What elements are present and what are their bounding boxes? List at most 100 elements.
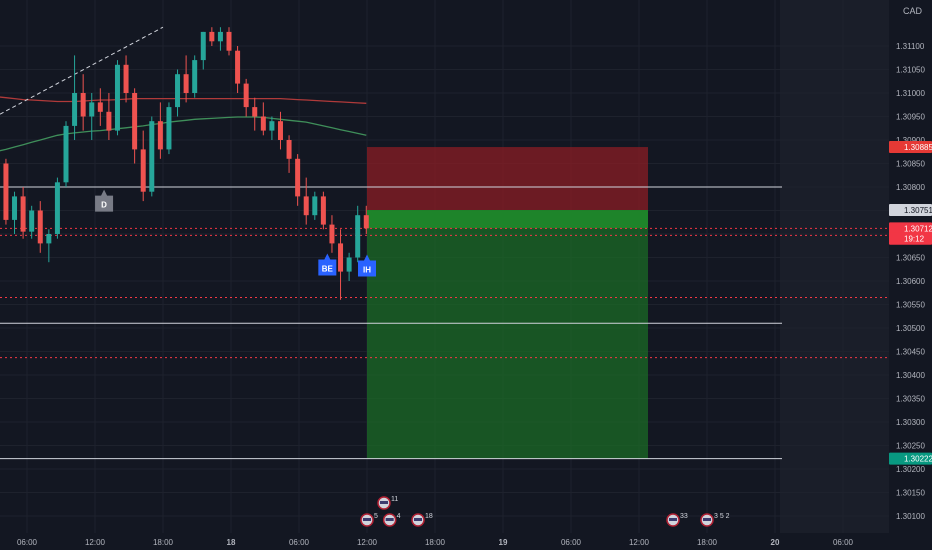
candle-up bbox=[72, 93, 78, 126]
price-label-text: 1.30885 bbox=[904, 143, 932, 152]
candle-down bbox=[295, 158, 301, 197]
flag-stripe-icon bbox=[703, 518, 711, 521]
price-label-badge bbox=[889, 452, 932, 465]
signal-markers[interactable]: BEBEDBEIH bbox=[0, 189, 376, 283]
candle-up bbox=[12, 196, 18, 220]
candle-up bbox=[54, 182, 60, 234]
candle-up bbox=[114, 64, 120, 131]
flag-stripe-icon bbox=[669, 518, 677, 521]
price-tick-label: 1.30900 bbox=[896, 136, 925, 145]
price-label-text: 1.30712 bbox=[904, 224, 932, 233]
price-tick-label: 1.31100 bbox=[896, 42, 925, 51]
candle-down bbox=[320, 196, 326, 225]
flag-stripe-icon bbox=[385, 518, 394, 521]
signal-marker[interactable]: BE bbox=[318, 253, 337, 276]
candle-down bbox=[363, 215, 369, 229]
candle-down bbox=[226, 31, 232, 51]
candle-up bbox=[46, 234, 52, 244]
signal-marker[interactable]: IH bbox=[358, 254, 376, 277]
time-tick-label: 12:00 bbox=[357, 538, 378, 547]
economic-event[interactable]: 18 bbox=[411, 513, 433, 527]
price-tick-label: 1.30250 bbox=[896, 442, 925, 451]
flag-stripe-icon bbox=[380, 501, 388, 504]
candle-down bbox=[183, 74, 189, 93]
price-label-badge bbox=[889, 232, 932, 245]
candle-up bbox=[166, 107, 172, 150]
price-tick-label: 1.30300 bbox=[896, 418, 925, 427]
price-tick-label: 1.30800 bbox=[896, 183, 925, 192]
economic-event[interactable]: 11 bbox=[377, 496, 398, 510]
candle-down bbox=[140, 149, 146, 192]
candle-down bbox=[286, 140, 292, 159]
ema-red-line bbox=[0, 96, 367, 104]
time-tick-label: 06:00 bbox=[561, 538, 582, 547]
marker-badge bbox=[95, 189, 114, 212]
future-area bbox=[780, 0, 889, 533]
candle-down bbox=[106, 111, 112, 131]
event-count: 18 bbox=[425, 513, 433, 520]
candle-up bbox=[217, 31, 223, 42]
candle-up bbox=[149, 121, 155, 192]
price-tick-label: 1.30650 bbox=[896, 254, 925, 263]
currency-label: CAD bbox=[903, 6, 923, 16]
time-tick-label: 06:00 bbox=[833, 538, 854, 547]
signal-marker[interactable]: D bbox=[95, 189, 114, 212]
dashed-trend-line[interactable] bbox=[0, 26, 164, 115]
candle-down bbox=[303, 196, 309, 216]
time-axis-background bbox=[0, 533, 932, 550]
time-tick-label: 18:00 bbox=[425, 538, 446, 547]
candle-down bbox=[329, 224, 335, 244]
economic-event[interactable]: 5 bbox=[360, 513, 378, 527]
time-tick-label: 18:00 bbox=[153, 538, 174, 547]
candle-up bbox=[312, 196, 318, 216]
time-tick-label: 06:00 bbox=[289, 538, 310, 547]
candle-down bbox=[80, 93, 86, 117]
candle-down bbox=[37, 210, 43, 244]
candle-down bbox=[132, 93, 138, 150]
trend-line[interactable] bbox=[0, 26, 164, 115]
candle-up bbox=[269, 121, 275, 131]
candle-down bbox=[252, 107, 258, 117]
stop-loss-zone[interactable] bbox=[367, 147, 648, 211]
marker-badge bbox=[358, 254, 376, 277]
candle-up bbox=[200, 31, 206, 61]
candle-down bbox=[260, 116, 266, 131]
candle-up bbox=[29, 210, 35, 232]
price-label-badge bbox=[889, 141, 932, 154]
event-count: 33 bbox=[680, 513, 688, 520]
candle-down bbox=[277, 121, 283, 140]
time-tick-label: 12:00 bbox=[629, 538, 650, 547]
time-tick-label: 20 bbox=[771, 538, 780, 547]
price-axis[interactable]: CAD 1.311001.310501.310001.309501.309001… bbox=[889, 0, 932, 550]
price-tick-label: 1.30850 bbox=[896, 160, 925, 169]
economic-event[interactable]: 3 5 2 bbox=[700, 513, 730, 527]
position-box[interactable] bbox=[367, 147, 648, 459]
flag-stripe-icon bbox=[414, 518, 422, 521]
candle-down bbox=[243, 83, 249, 108]
horizontal-levels[interactable] bbox=[0, 186, 889, 460]
economic-event[interactable]: 33 bbox=[666, 513, 688, 527]
event-count: 5 bbox=[374, 513, 378, 520]
candle-down bbox=[157, 121, 163, 150]
take-profit-zone[interactable] bbox=[367, 228, 648, 459]
candle-up bbox=[175, 74, 181, 108]
time-axis[interactable]: 06:00 12:00 18:00 18 06:00 12:00 18:00 19 06:00 1… bbox=[0, 533, 932, 550]
price-tick-label: 1.30150 bbox=[896, 489, 925, 498]
candle-up bbox=[355, 215, 361, 258]
price-labels: 1.30885 1.30751 1.30712 19:12 1.30222 bbox=[889, 141, 932, 465]
economic-event[interactable]: 4 bbox=[382, 513, 401, 527]
event-icons[interactable]: 11 5 4 18 33 3 5 2 bbox=[360, 496, 730, 527]
entry-zone[interactable] bbox=[367, 210, 648, 229]
time-tick-label: 19 bbox=[499, 538, 508, 547]
flag-stripe-icon bbox=[363, 518, 371, 521]
time-tick-label: 06:00 bbox=[17, 538, 38, 547]
price-tick-label: 1.30550 bbox=[896, 301, 925, 310]
event-count: 4 bbox=[397, 513, 401, 520]
candle-down bbox=[3, 163, 9, 220]
price-tick-label: 1.30200 bbox=[896, 465, 925, 474]
price-tick-label: 1.30950 bbox=[896, 113, 925, 122]
marker-label: IH bbox=[363, 266, 371, 275]
price-tick-label: 1.31050 bbox=[896, 66, 925, 75]
candle-down bbox=[123, 64, 129, 93]
